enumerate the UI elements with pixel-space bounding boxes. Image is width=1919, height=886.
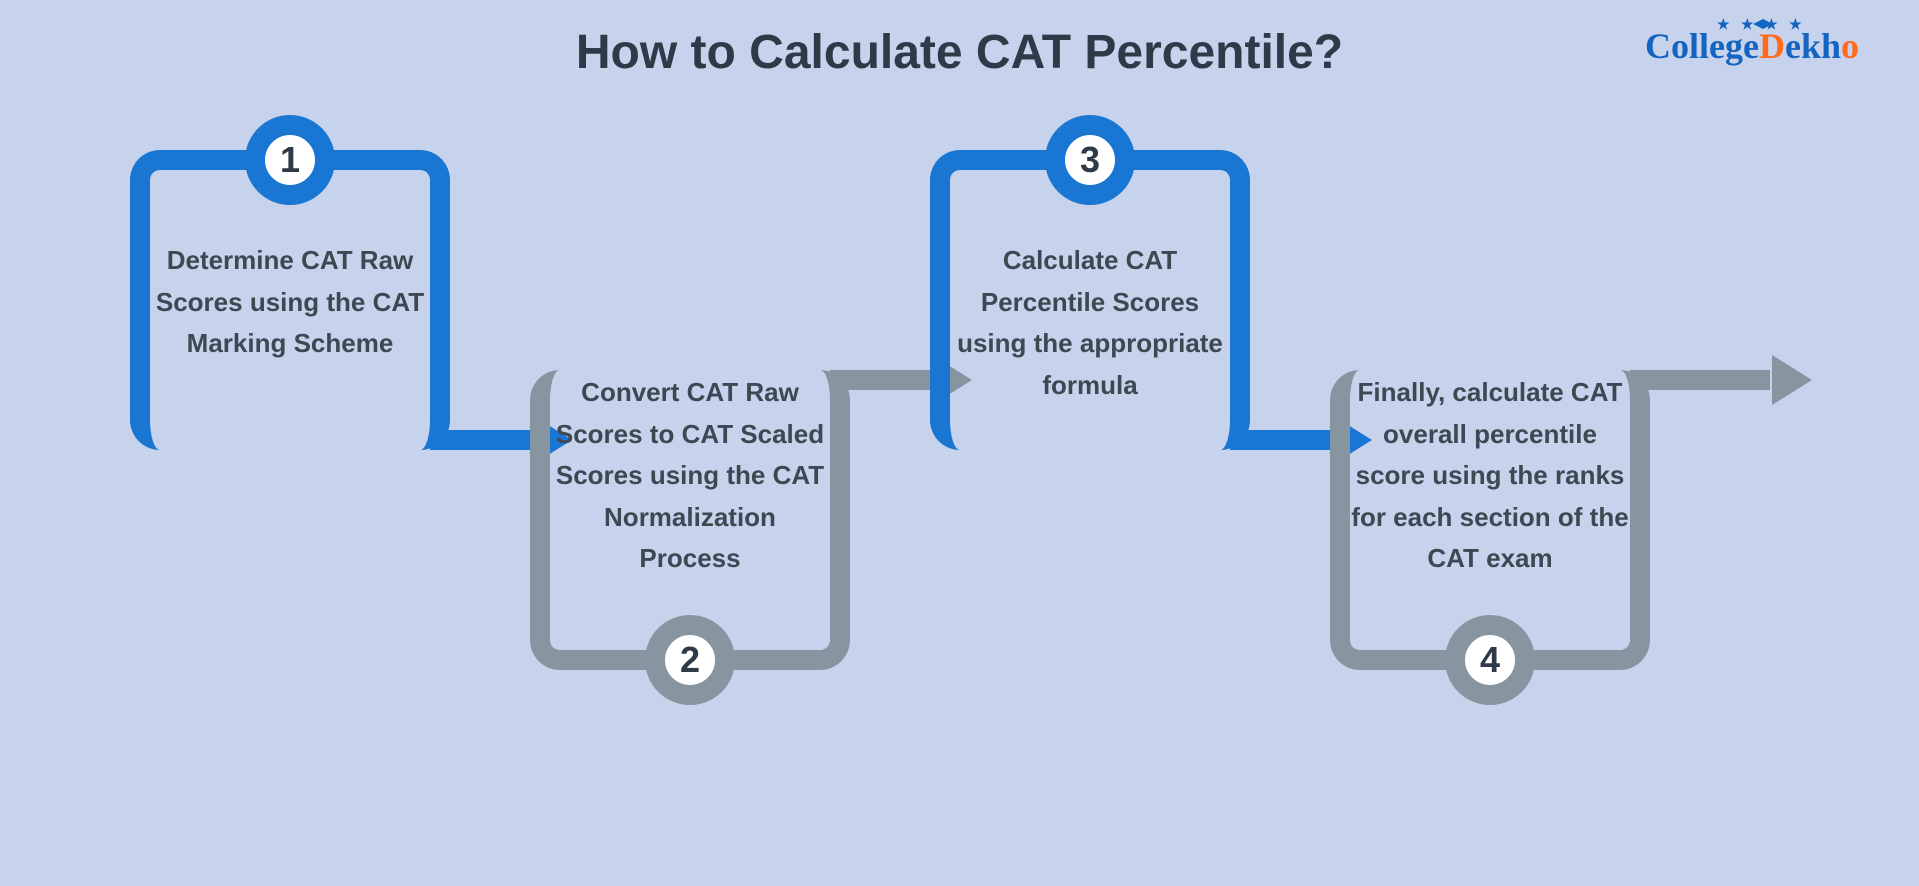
step-text: Determine CAT Raw Scores using the CAT M… bbox=[150, 240, 430, 365]
logo-text: C bbox=[1645, 26, 1671, 66]
step-number-badge: 2 bbox=[645, 615, 735, 705]
logo-text: oll bbox=[1671, 26, 1709, 66]
step-number-badge: 1 bbox=[245, 115, 335, 205]
step-box-3: 3 Calculate CAT Percentile Scores using … bbox=[930, 150, 1250, 450]
step-number-badge: 3 bbox=[1045, 115, 1135, 205]
step-text: Calculate CAT Percentile Scores using th… bbox=[950, 240, 1230, 406]
step-number-badge: 4 bbox=[1445, 615, 1535, 705]
logo-text: o bbox=[1841, 26, 1859, 66]
page-title: How to Calculate CAT Percentile? bbox=[576, 25, 1343, 80]
logo: ★ ★ ★ ★ CollegeDekho bbox=[1645, 25, 1859, 67]
step-text: Finally, calculate CAT overall percentil… bbox=[1350, 372, 1630, 580]
graduation-cap-icon bbox=[1753, 19, 1773, 33]
flowchart: 1 Determine CAT Raw Scores using the CAT… bbox=[100, 140, 1820, 860]
flow-arrow-icon bbox=[1630, 370, 1810, 390]
step-box-1: 1 Determine CAT Raw Scores using the CAT… bbox=[130, 150, 450, 450]
step-box-4: Finally, calculate CAT overall percentil… bbox=[1330, 370, 1650, 670]
step-box-2: Convert CAT Raw Scores to CAT Scaled Sco… bbox=[530, 370, 850, 670]
step-text: Convert CAT Raw Scores to CAT Scaled Sco… bbox=[550, 372, 830, 580]
